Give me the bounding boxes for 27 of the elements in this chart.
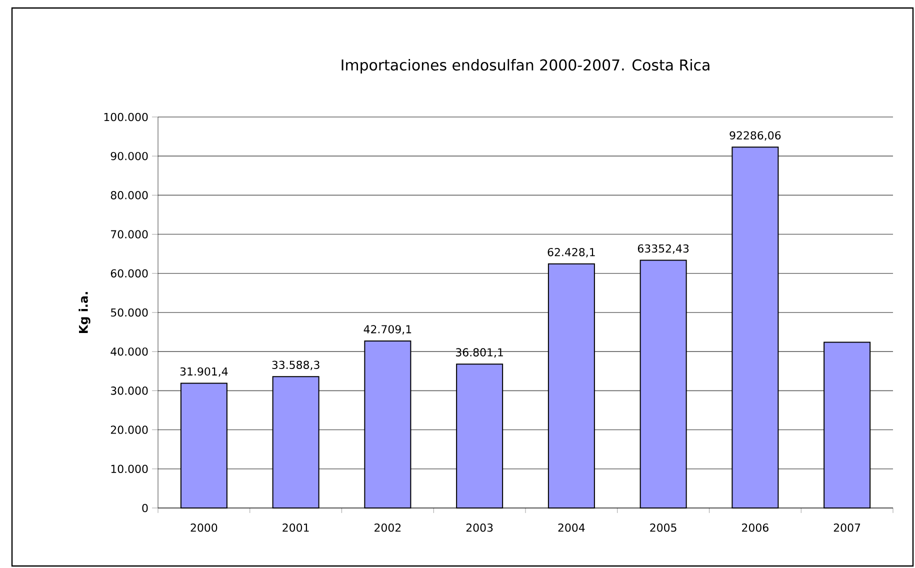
x-tick-label: 2005 — [650, 524, 676, 532]
data-label: 31.901,4 — [180, 367, 228, 377]
y-tick-label: 30.000 — [110, 386, 148, 395]
y-tick-label: 80.000 — [110, 191, 148, 200]
x-tick-label: 2003 — [466, 524, 493, 532]
y-tick-label: 100.000 — [104, 112, 148, 122]
y-tick-label: 60.000 — [110, 269, 148, 278]
x-tick-label: 2007 — [834, 524, 860, 532]
y-tick-label: 50.000 — [110, 308, 148, 317]
y-tick-label: 40.000 — [110, 347, 148, 356]
data-label: 33.588,3 — [272, 360, 320, 370]
y-tick-label: 90.000 — [110, 152, 148, 160]
y-tick-label: 10.000 — [111, 464, 148, 474]
y-tick-label: 70.000 — [111, 230, 148, 238]
data-label: 63352,43 — [638, 244, 689, 254]
x-tick-label: 2002 — [374, 524, 401, 532]
y-tick-label: 0 — [142, 504, 148, 512]
x-tick-label: 2001 — [282, 524, 309, 532]
y-axis-title: Kg i.a. — [78, 292, 90, 334]
data-label: 42.709,1 — [364, 325, 412, 334]
y-tick-label: 20.000 — [110, 426, 148, 434]
chart-title: Importaciones endosulfan 2000-2007. Costa Rica — [342, 59, 710, 74]
data-label: 62.428,1 — [548, 248, 595, 258]
x-tick-label: 2000 — [190, 524, 218, 532]
x-tick-label: 2004 — [558, 524, 585, 532]
data-label: 92286,06 — [730, 131, 781, 141]
x-tick-label: 2006 — [742, 524, 768, 532]
